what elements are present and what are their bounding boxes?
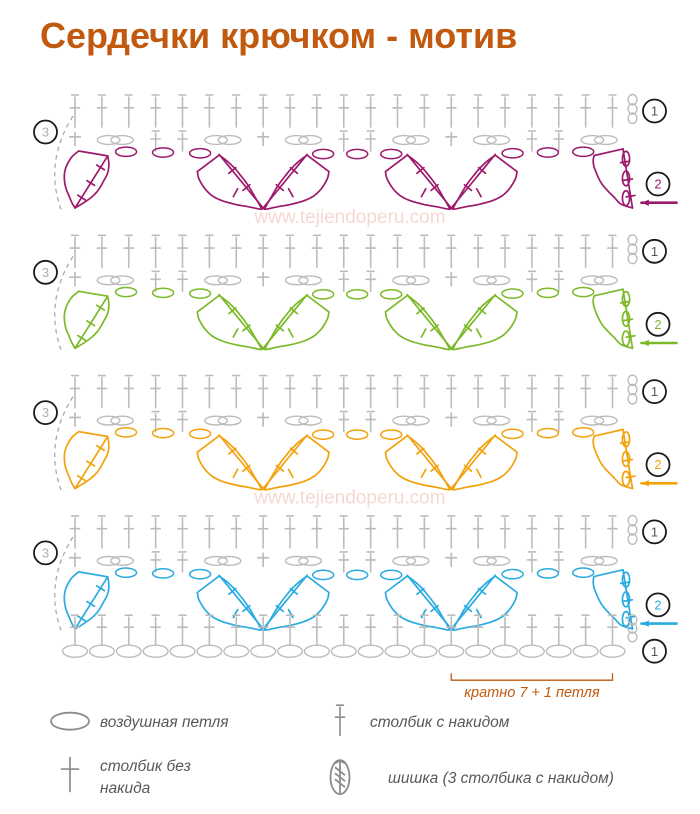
svg-text:3: 3: [42, 125, 49, 140]
svg-text:3: 3: [42, 546, 49, 561]
svg-text:1: 1: [651, 104, 658, 119]
svg-text:3: 3: [42, 405, 49, 420]
svg-text:www.tejiendoperu.com: www.tejiendoperu.com: [253, 488, 445, 509]
svg-text:1: 1: [651, 525, 658, 540]
svg-text:накида: накида: [100, 780, 151, 797]
svg-text:столбик с накидом: столбик с накидом: [370, 714, 510, 731]
svg-text:1: 1: [651, 244, 658, 259]
svg-text:воздушная петля: воздушная петля: [100, 714, 229, 731]
svg-text:столбик без: столбик без: [100, 758, 191, 775]
svg-text:2: 2: [654, 457, 661, 472]
svg-text:2: 2: [654, 317, 661, 332]
svg-text:3: 3: [42, 265, 49, 280]
svg-text:1: 1: [651, 644, 658, 659]
svg-text:кратно 7 + 1 петля: кратно 7 + 1 петля: [464, 685, 600, 701]
svg-text:2: 2: [654, 598, 661, 613]
svg-text:шишка (3 столбика с накидом): шишка (3 столбика с накидом): [388, 770, 614, 787]
svg-text:www.tejiendoperu.com: www.tejiendoperu.com: [253, 207, 445, 228]
svg-text:2: 2: [654, 177, 661, 192]
svg-text:1: 1: [651, 384, 658, 399]
